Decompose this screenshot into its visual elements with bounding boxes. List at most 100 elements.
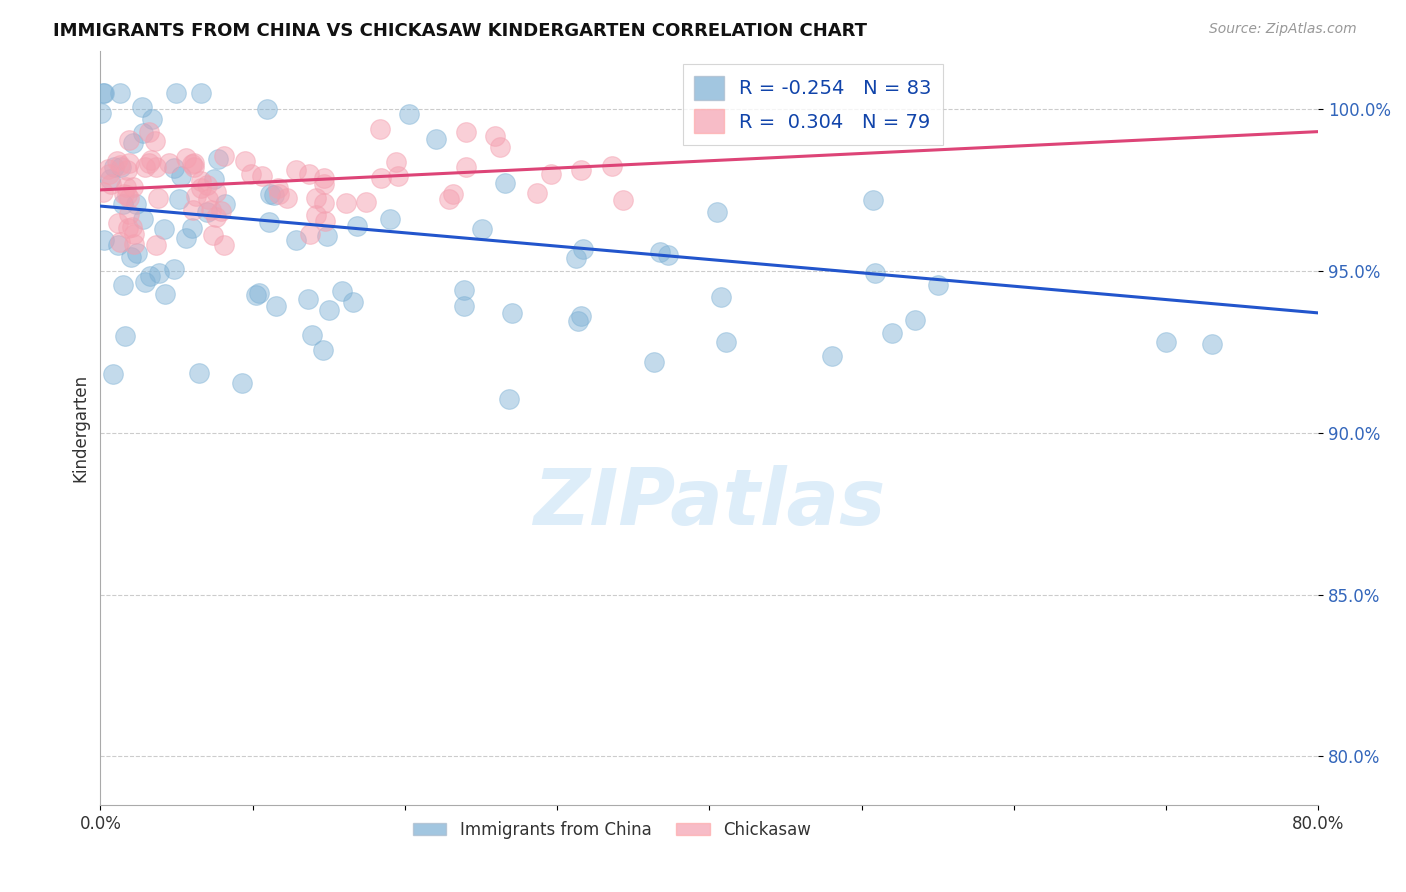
Point (335, 195, 357, 210)
Point (153, 221, 176, 235)
Point (297, 292, 319, 306)
Text: ZIPatlas: ZIPatlas (533, 466, 886, 541)
Point (567, 314, 589, 328)
Point (97, 162, 120, 177)
Point (370, 170, 392, 185)
Point (501, 306, 523, 320)
Point (267, 187, 290, 202)
Point (716, 335, 738, 350)
Point (197, 192, 219, 206)
Point (190, 181, 212, 195)
Point (183, 202, 205, 217)
Point (453, 299, 475, 313)
Point (120, 250, 142, 264)
Point (138, 156, 160, 170)
Point (112, 196, 135, 211)
Point (657, 248, 679, 262)
Point (115, 187, 138, 202)
Point (245, 288, 267, 302)
Point (93, 86, 115, 100)
Point (157, 156, 180, 170)
Point (167, 192, 190, 206)
Point (163, 161, 186, 175)
Point (112, 187, 135, 202)
Point (108, 235, 131, 249)
Point (648, 245, 671, 260)
Point (90, 105, 112, 120)
Point (600, 159, 623, 173)
Point (259, 186, 281, 201)
Point (312, 171, 335, 186)
Point (121, 219, 143, 234)
Point (145, 160, 167, 174)
Point (118, 191, 141, 205)
Point (97, 168, 120, 182)
Point (204, 185, 226, 199)
Point (117, 220, 139, 235)
Point (200, 202, 222, 217)
Point (195, 205, 218, 219)
Point (710, 290, 733, 304)
Point (112, 278, 135, 293)
Point (103, 160, 125, 174)
Point (107, 238, 129, 252)
Point (107, 216, 129, 230)
Point (212, 149, 235, 163)
Point (489, 140, 512, 154)
Point (301, 327, 323, 342)
Point (212, 238, 235, 252)
Point (314, 196, 336, 211)
Point (122, 180, 145, 194)
Point (188, 366, 211, 380)
Point (643, 355, 665, 369)
Point (569, 162, 592, 177)
Point (141, 112, 163, 126)
Point (209, 203, 232, 218)
Point (484, 128, 506, 143)
Point (498, 392, 520, 406)
Point (118, 156, 141, 170)
Point (134, 275, 156, 289)
Point (195, 178, 218, 193)
Point (425, 132, 447, 146)
Point (441, 186, 464, 201)
Point (285, 233, 308, 247)
Point (190, 86, 212, 100)
Text: IMMIGRANTS FROM CHINA VS CHICKASAW KINDERGARTEN CORRELATION CHART: IMMIGRANTS FROM CHINA VS CHICKASAW KINDE… (53, 22, 868, 40)
Point (174, 230, 197, 244)
Point (117, 133, 139, 147)
Point (865, 266, 887, 280)
Point (105, 153, 128, 168)
Point (263, 187, 285, 202)
Point (256, 102, 278, 116)
Point (252, 169, 274, 183)
Point (183, 155, 205, 169)
Point (305, 191, 328, 205)
Point (318, 303, 340, 318)
Point (456, 125, 478, 139)
Point (572, 242, 595, 256)
Point (143, 134, 166, 148)
Point (314, 214, 336, 228)
Point (100, 177, 122, 191)
Point (145, 238, 167, 252)
Point (118, 207, 141, 221)
Point (138, 269, 160, 284)
Point (98, 172, 121, 186)
Point (1154, 334, 1177, 349)
Point (526, 186, 548, 200)
Point (93, 233, 115, 247)
Point (181, 157, 204, 171)
Point (387, 169, 409, 183)
Point (115, 163, 138, 178)
Point (233, 153, 256, 168)
Point (927, 278, 949, 293)
Point (148, 266, 170, 280)
Point (132, 212, 155, 227)
Point (202, 171, 225, 186)
Point (186, 189, 208, 203)
Point (153, 287, 176, 301)
Point (820, 349, 842, 363)
Point (316, 228, 339, 243)
Point (439, 192, 461, 206)
